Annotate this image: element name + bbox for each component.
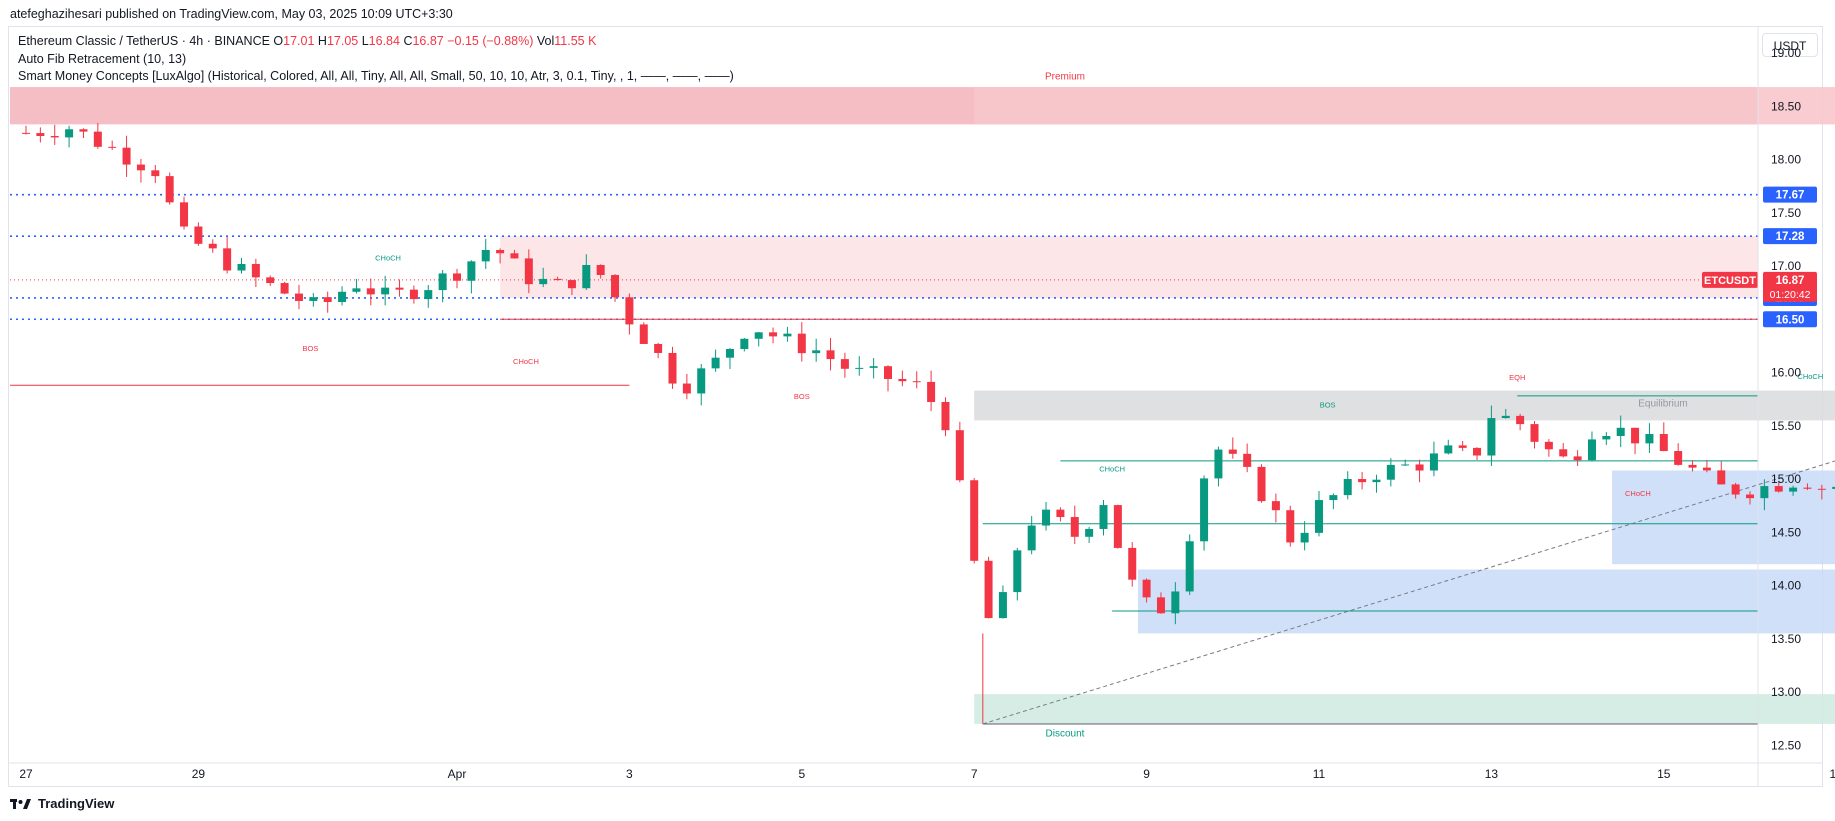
open-label: O [273, 34, 284, 48]
tradingview-logo-icon [10, 798, 31, 809]
chart-frame [8, 26, 1823, 787]
high-value: 17.05 [326, 34, 359, 48]
high-label: H [317, 34, 327, 48]
indicator-smc[interactable]: Smart Money Concepts [LuxAlgo] (Historic… [18, 69, 734, 83]
footer-brand-text: TradingView [38, 796, 115, 811]
symbol-name[interactable]: Ethereum Classic / TetherUS · 4h · BINAN… [18, 34, 270, 48]
open-value: 17.01 [283, 34, 315, 48]
currency-button[interactable]: USDT [1762, 33, 1818, 57]
close-label: C [403, 34, 413, 48]
low-label: L [361, 34, 369, 48]
low-value: 16.84 [368, 34, 400, 48]
publisher-line: atefeghazihesari published on TradingVie… [10, 7, 453, 21]
volume-label: Vol [536, 34, 555, 48]
volume-value: 11.55 K [554, 34, 597, 48]
close-value: 16.87 [412, 34, 444, 48]
indicator-fib[interactable]: Auto Fib Retracement (10, 13) [18, 52, 187, 66]
footer-brand[interactable]: TradingView [10, 796, 114, 811]
change-value: −0.15 (−0.88%) [447, 34, 534, 48]
time-tick-label: 17 [1830, 767, 1835, 781]
symbol-legend: Ethereum Classic / TetherUS · 4h · BINAN… [18, 34, 596, 48]
